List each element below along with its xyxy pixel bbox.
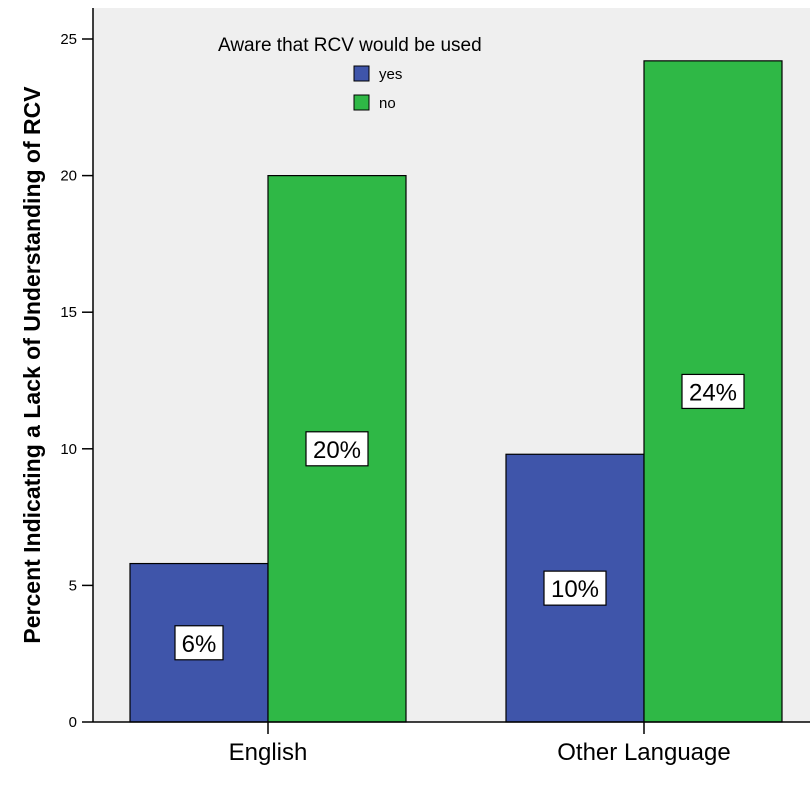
y-tick-label-10: 10 — [60, 441, 77, 458]
data-label-yes-other-language: 10% — [551, 576, 599, 603]
data-label-box-yes-other-language — [543, 570, 607, 606]
legend-label-no: no — [379, 95, 396, 112]
data-label-box-no-english — [305, 431, 369, 467]
y-tick-label-15: 15 — [60, 304, 77, 321]
y-tick-label-5: 5 — [69, 577, 77, 594]
data-label-box-yes-english — [174, 625, 224, 661]
data-label-no-other-language: 24% — [689, 379, 737, 406]
y-tick-label-20: 20 — [60, 168, 77, 185]
y-tick-label-25: 25 — [60, 31, 77, 48]
legend: Aware that RCV would be used yes no — [218, 35, 482, 112]
y-axis-label: Percent Indicating a Lack of Understandi… — [19, 86, 45, 644]
data-label-yes-english: 6% — [182, 631, 217, 658]
x-category-label-other-language: Other Language — [557, 739, 730, 766]
legend-swatch-yes — [353, 65, 370, 82]
legend-label-yes: yes — [379, 66, 402, 83]
legend-title: Aware that RCV would be used — [218, 35, 482, 56]
x-category-label-english: English — [229, 739, 308, 766]
legend-swatch-no — [353, 94, 370, 111]
data-label-box-no-other-language — [681, 373, 745, 410]
y-tick-label-0: 0 — [69, 714, 77, 731]
data-label-no-english: 20% — [313, 437, 361, 464]
